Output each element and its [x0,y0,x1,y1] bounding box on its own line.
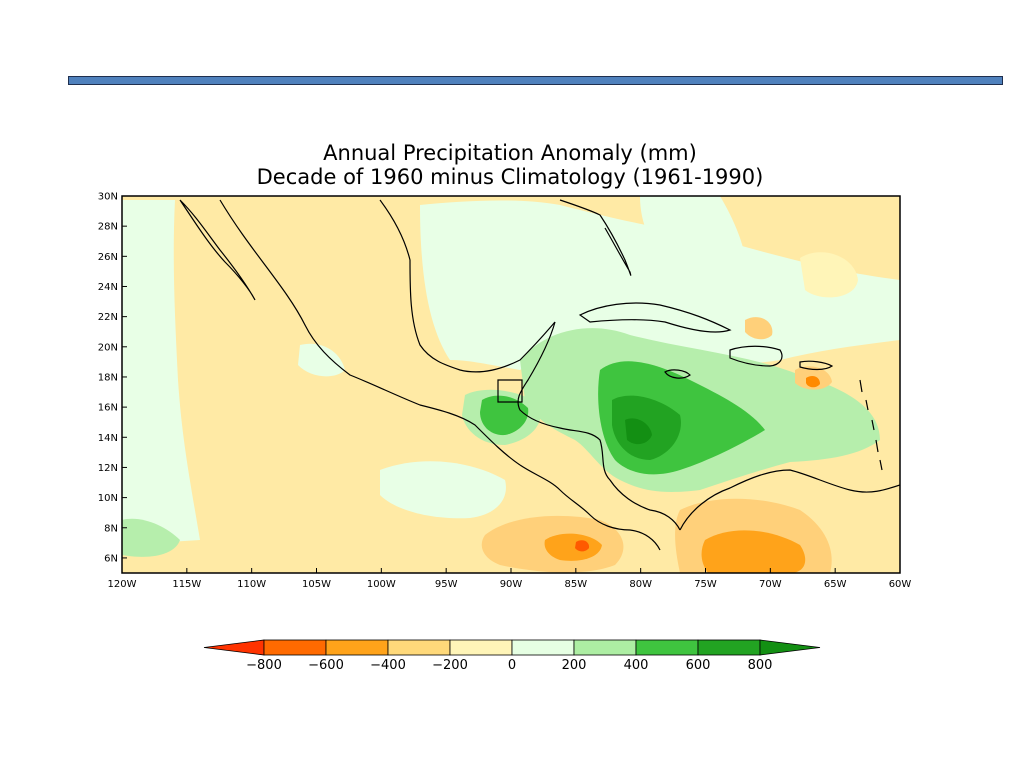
coastline-south-america-north [679,469,900,531]
lon-tick-label: 65W [824,579,847,590]
lat-tick-label: 12N [98,463,118,474]
colorbar-label: −800 [246,658,282,673]
coastline-cuba [578,302,732,333]
colorbar-segment [511,639,575,656]
colorbar-label: −200 [432,658,468,673]
anomaly-zone-pacific-east-light-green [380,461,506,519]
colorbar-label: 600 [686,658,711,673]
colorbar-label: 800 [748,658,773,673]
anomaly-zone-pacific-neg-400-600 [544,533,602,561]
lon-tick-label: 110W [237,579,266,590]
colorbar-segment [263,639,327,656]
coastline-central-america-caribbean [517,321,681,531]
colorbar-segment [635,639,699,656]
anomaly-zone-pacific-far-west-200-400 [122,518,180,557]
coastline-puerto-rico [799,360,834,371]
colorbar-label: −600 [308,658,344,673]
lon-tick-label: 80W [629,579,652,590]
lat-tick-label: 6N [104,553,118,564]
coastline-gulf-mexico [379,199,556,373]
lat-tick-label: 8N [104,523,118,534]
anomaly-field [122,196,900,573]
lon-tick-label: 95W [435,579,458,590]
anomaly-zone-bahamas-light-green [640,196,747,293]
anomaly-zone-atlantic-pale-yellow [800,252,858,298]
colorbar-segment-above-max [759,639,821,656]
lat-tick-label: 24N [98,282,118,293]
lon-tick-label: 60W [889,579,912,590]
colorbar-label: 200 [562,658,587,673]
lat-tick-label: 30N [98,192,118,203]
latitude-axis: 30N 28N 26N 24N 22N 20N 18N 16N 14N 12N 10N 8N 6N [98,192,127,564]
lat-tick-label: 10N [98,493,118,504]
anomaly-zone-mexico-light-green [298,343,345,377]
anomaly-zone-hispaniola-neg [745,317,773,340]
colorbar-segment [697,639,761,656]
colorbar-label: 0 [508,658,516,673]
lat-tick-label: 18N [98,372,118,383]
coastline-mexico-pacific [219,199,521,466]
coastline-baja-california [179,199,256,301]
colorbar-label: 400 [624,658,649,673]
map-title: Annual Precipitation Anomaly (mm) Decade… [120,141,900,189]
anomaly-zone-pacific-west-light-green [122,200,200,545]
lon-tick-label: 120W [108,579,137,590]
map-title-line1: Annual Precipitation Anomaly (mm) [323,141,697,165]
coastline-central-america-pacific [519,464,661,551]
lat-tick-label: 22N [98,312,118,323]
colorbar: −800 −600 −400 −200 0 200 400 600 800 [203,639,821,673]
lat-tick-label: 16N [98,403,118,414]
coastline-hispaniola [729,345,783,367]
lon-tick-label: 90W [500,579,523,590]
lat-tick-label: 28N [98,222,118,233]
anomaly-zone-south-america-neg-400-600 [701,530,806,573]
colorbar-segment [325,639,389,656]
colorbar-segment [449,639,513,656]
map-title-line2: Decade of 1960 minus Climatology (1961-1… [256,165,764,189]
coastline-florida [559,199,632,276]
coastline-lesser-antilles [859,379,883,471]
anomaly-zone-pacific-neg-600-800 [575,540,590,552]
anomaly-zone-guatemala-400-600 [480,395,529,436]
lon-tick-label: 100W [367,579,396,590]
lon-tick-label: 75W [694,579,717,590]
colorbar-segment [387,639,451,656]
lon-tick-label: 70W [759,579,782,590]
coastlines [179,199,900,551]
colorbar-segment-below-min [203,639,265,656]
colorbar-label: −400 [370,658,406,673]
longitude-axis: 120W 115W 110W 105W 100W 95W 90W 85W 80W 75W 70W 65… [108,568,912,590]
lon-tick-label: 115W [172,579,201,590]
lat-tick-label: 20N [98,342,118,353]
lon-tick-label: 85W [565,579,588,590]
lat-tick-label: 26N [98,252,118,263]
anomaly-zone-caribbean-max [625,418,652,445]
coastline-jamaica [664,369,691,379]
lat-tick-label: 14N [98,433,118,444]
title-accent-bar [68,76,1003,85]
colorbar-segment [573,639,637,656]
anomaly-zone-gulf-light-green [420,200,900,370]
anomaly-zone-puerto-rico-neg-strong [806,376,820,388]
border-guatemala [497,379,523,403]
lon-tick-label: 105W [302,579,331,590]
